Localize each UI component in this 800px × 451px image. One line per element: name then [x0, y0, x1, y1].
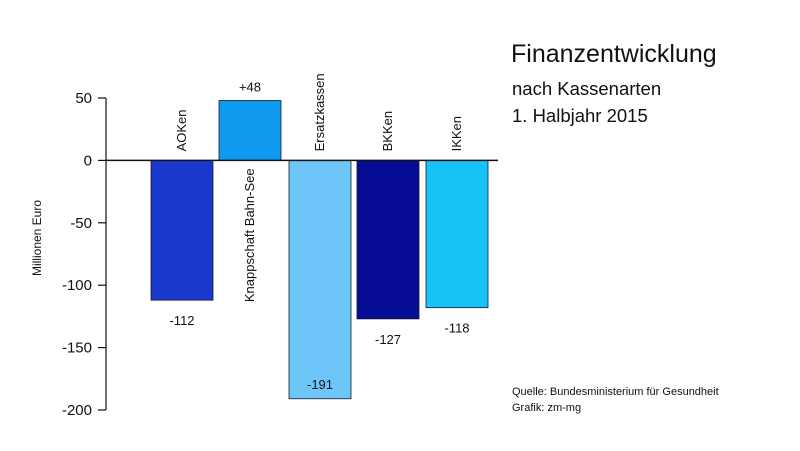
category-label: AOKen	[174, 109, 189, 151]
y-tick-label: 0	[84, 152, 92, 169]
y-tick-label: -50	[70, 215, 92, 232]
category-label: Ersatzkassen	[312, 73, 327, 151]
bar	[356, 159, 420, 320]
category-label: BKKen	[380, 111, 395, 151]
credit-line: Grafik: zm-mg	[512, 402, 582, 414]
value-label: -191	[307, 377, 333, 392]
y-axis-label: Millionen Euro	[30, 200, 44, 276]
value-label: -118	[444, 321, 469, 336]
category-label: Knappschaft Bahn-See	[242, 168, 257, 302]
y-tick-label: -150	[62, 340, 92, 357]
chart-subtitle-line2: 1. Halbjahr 2015	[512, 105, 648, 126]
chart-subtitle-line1: nach Kassenarten	[512, 78, 662, 99]
bar	[425, 159, 489, 309]
bar	[288, 159, 352, 400]
y-tick-label: 50	[75, 90, 92, 107]
y-tick-label: -200	[62, 402, 92, 419]
bar	[150, 159, 214, 301]
source-note: Quelle: Bundesministerium für Gesundheit…	[512, 384, 719, 416]
y-tick-label: -100	[62, 277, 92, 294]
source-line: Quelle: Bundesministerium für Gesundheit	[512, 386, 719, 398]
bar	[218, 100, 282, 161]
chart-title: Finanzentwicklung	[511, 40, 717, 68]
value-label: -112	[169, 313, 194, 328]
value-label: -127	[375, 332, 401, 347]
category-label: IKKen	[449, 116, 464, 151]
value-label: +48	[239, 79, 261, 94]
